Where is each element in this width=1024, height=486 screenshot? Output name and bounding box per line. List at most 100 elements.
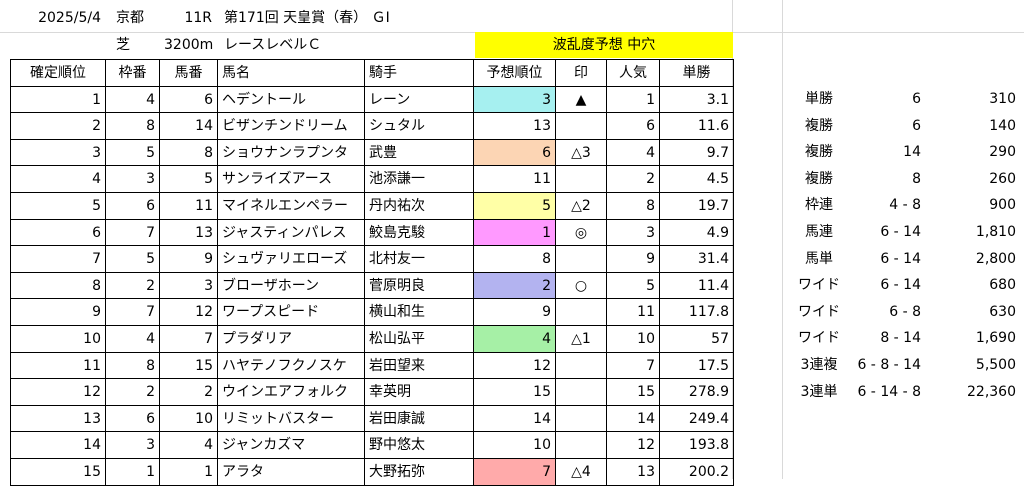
cell-jockey-name[interactable]: 武豊 — [364, 138, 474, 167]
cell-prediction-mark[interactable] — [555, 298, 607, 326]
turbulence-forecast[interactable]: 波乱度予想 中穴 — [475, 32, 733, 58]
cell-jockey-name[interactable]: 幸英明 — [364, 378, 474, 406]
column-header-popularity[interactable]: 人気 — [606, 59, 660, 87]
cell-predicted-rank[interactable]: 9 — [473, 298, 556, 326]
payout-amount[interactable]: 630 — [989, 303, 1016, 320]
payout-combination[interactable]: 6 - 14 — [880, 277, 921, 294]
payout-bet-type[interactable]: 3連複 — [800, 357, 838, 373]
cell-frame-number[interactable]: 4 — [105, 325, 160, 353]
cell-prediction-mark[interactable] — [555, 378, 607, 406]
cell-prediction-mark[interactable]: △4 — [555, 458, 607, 486]
cell-prediction-mark[interactable] — [555, 112, 607, 140]
cell-jockey-name[interactable]: 池添謙一 — [364, 165, 474, 193]
cell-win-odds[interactable]: 11.4 — [659, 271, 734, 300]
cell-prediction-mark[interactable] — [555, 431, 607, 459]
cell-win-odds[interactable]: 11.6 — [659, 112, 734, 140]
cell-jockey-name[interactable]: 横山和生 — [364, 298, 474, 326]
race-name[interactable]: 第171回 天皇賞（春） ＧⅠ — [224, 10, 390, 26]
cell-horse-name[interactable]: ワープスピード — [217, 298, 365, 326]
cell-horse-number[interactable]: 3 — [159, 271, 218, 300]
cell-popularity[interactable]: 6 — [606, 112, 660, 140]
column-header-prediction-mark[interactable]: 印 — [555, 59, 607, 87]
payout-bet-type[interactable]: 3連単 — [800, 383, 838, 400]
cell-finish-rank[interactable]: 2 — [10, 112, 106, 140]
payout-amount[interactable]: 140 — [989, 117, 1016, 134]
cell-win-odds[interactable]: 57 — [659, 325, 734, 353]
cell-popularity[interactable]: 12 — [606, 431, 660, 459]
cell-win-odds[interactable]: 278.9 — [659, 378, 734, 406]
cell-prediction-mark[interactable]: △2 — [555, 192, 607, 220]
payout-amount[interactable]: 680 — [989, 277, 1016, 294]
cell-jockey-name[interactable]: 菅原明良 — [364, 271, 474, 300]
race-venue[interactable]: 京都 — [116, 10, 144, 26]
cell-horse-name[interactable]: ヘデントール — [217, 85, 365, 114]
race-distance[interactable]: 3200m — [164, 37, 214, 53]
payout-combination[interactable]: 8 — [912, 170, 921, 187]
cell-finish-rank[interactable]: 7 — [10, 245, 106, 273]
cell-frame-number[interactable]: 5 — [105, 138, 160, 167]
cell-win-odds[interactable]: 9.7 — [659, 138, 734, 167]
cell-horse-number[interactable]: 6 — [159, 85, 218, 114]
cell-finish-rank[interactable]: 5 — [10, 192, 106, 220]
cell-prediction-mark[interactable]: △1 — [555, 325, 607, 353]
payout-combination[interactable]: 4 - 8 — [889, 197, 921, 214]
cell-predicted-rank[interactable]: 11 — [473, 165, 556, 193]
cell-win-odds[interactable]: 3.1 — [659, 85, 734, 114]
cell-prediction-mark[interactable] — [555, 404, 607, 433]
cell-win-odds[interactable]: 117.8 — [659, 298, 734, 326]
cell-jockey-name[interactable]: 松山弘平 — [364, 325, 474, 353]
cell-predicted-rank[interactable]: 1 — [473, 218, 556, 247]
payout-bet-type[interactable]: 枠連 — [805, 197, 833, 214]
cell-horse-name[interactable]: ハヤテノフクノスケ — [217, 351, 365, 380]
cell-frame-number[interactable]: 5 — [105, 245, 160, 273]
cell-jockey-name[interactable]: レーン — [364, 85, 474, 114]
payout-bet-type[interactable]: 複勝 — [805, 144, 833, 161]
cell-predicted-rank[interactable]: 14 — [473, 404, 556, 433]
cell-popularity[interactable]: 3 — [606, 218, 660, 247]
cell-win-odds[interactable]: 200.2 — [659, 458, 734, 486]
payout-bet-type[interactable]: ワイド — [798, 330, 840, 347]
payout-combination[interactable]: 8 - 14 — [880, 330, 921, 347]
payout-combination[interactable]: 6 - 14 - 8 — [857, 383, 921, 400]
cell-frame-number[interactable]: 7 — [105, 298, 160, 326]
cell-horse-number[interactable]: 5 — [159, 165, 218, 193]
cell-frame-number[interactable]: 2 — [105, 378, 160, 406]
cell-horse-number[interactable]: 8 — [159, 138, 218, 167]
cell-horse-number[interactable]: 9 — [159, 245, 218, 273]
cell-jockey-name[interactable]: 鮫島克駿 — [364, 218, 474, 247]
cell-prediction-mark[interactable]: ○ — [555, 271, 607, 300]
cell-prediction-mark[interactable] — [555, 165, 607, 193]
cell-win-odds[interactable]: 4.9 — [659, 218, 734, 247]
payout-bet-type[interactable]: 単勝 — [805, 91, 833, 107]
column-header-horse-number[interactable]: 馬番 — [159, 59, 218, 87]
cell-prediction-mark[interactable]: △3 — [555, 138, 607, 167]
cell-horse-name[interactable]: マイネルエンペラー — [217, 192, 365, 220]
cell-jockey-name[interactable]: 野中悠太 — [364, 431, 474, 459]
cell-popularity[interactable]: 13 — [606, 458, 660, 486]
cell-jockey-name[interactable]: 岩田康誠 — [364, 404, 474, 433]
cell-win-odds[interactable]: 193.8 — [659, 431, 734, 459]
race-number[interactable]: 11R — [184, 10, 212, 26]
payout-amount[interactable]: 1,690 — [975, 330, 1016, 347]
cell-horse-number[interactable]: 10 — [159, 404, 218, 433]
cell-frame-number[interactable]: 8 — [105, 351, 160, 380]
cell-horse-number[interactable]: 2 — [159, 378, 218, 406]
payout-bet-type[interactable]: 複勝 — [805, 117, 833, 134]
payout-combination[interactable]: 6 - 8 — [889, 303, 921, 320]
column-header-frame-number[interactable]: 枠番 — [105, 59, 160, 87]
payout-amount[interactable]: 1,810 — [975, 224, 1016, 240]
cell-jockey-name[interactable]: 大野拓弥 — [364, 458, 474, 486]
cell-predicted-rank[interactable]: 4 — [473, 325, 556, 353]
race-surface[interactable]: 芝 — [116, 37, 130, 53]
cell-predicted-rank[interactable]: 12 — [473, 351, 556, 380]
payout-combination[interactable]: 6 — [912, 117, 921, 134]
cell-popularity[interactable]: 15 — [606, 378, 660, 406]
payout-amount[interactable]: 22,360 — [967, 383, 1016, 400]
cell-horse-name[interactable]: アラタ — [217, 458, 365, 486]
column-header-horse-name[interactable]: 馬名 — [217, 59, 365, 87]
cell-finish-rank[interactable]: 1 — [10, 85, 106, 114]
cell-horse-number[interactable]: 4 — [159, 431, 218, 459]
cell-horse-number[interactable]: 13 — [159, 218, 218, 247]
cell-predicted-rank[interactable]: 13 — [473, 112, 556, 140]
cell-horse-name[interactable]: ビザンチンドリーム — [217, 112, 365, 140]
